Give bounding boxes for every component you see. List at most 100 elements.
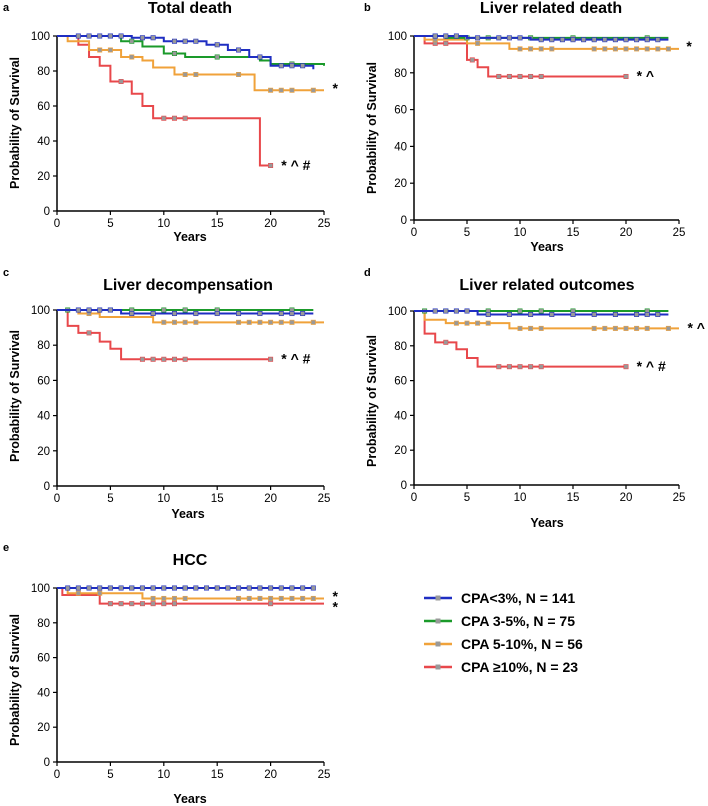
panel-c-y-tick-label: 80 bbox=[37, 340, 50, 352]
panel-a-censor-mark-cpa_lt3 bbox=[300, 63, 306, 69]
panel-d-y-tick-label: 60 bbox=[394, 376, 407, 388]
panel-b-censor-mark-cpa_5_10 bbox=[655, 46, 661, 52]
panel-d-censor-mark-cpa_5_10 bbox=[634, 325, 640, 331]
panel-e-y-tick-label: 60 bbox=[37, 653, 50, 665]
panel-b-censor-mark-cpa_lt3 bbox=[443, 33, 449, 39]
panel-b-censor-mark-cpa_5_10 bbox=[634, 46, 640, 52]
panel-d-censor-mark-cpa_5_10 bbox=[623, 325, 629, 331]
panel-e-censor-mark-cpa_5_10 bbox=[97, 590, 103, 596]
panel-d-censor-mark-cpa_5_10 bbox=[644, 325, 650, 331]
panel-e-y-tick-label: 20 bbox=[37, 722, 50, 734]
panel-a-curve-cpa_ge10 bbox=[57, 35, 271, 167]
legend-item-cpa-3-5: CPA 3-5%, N = 75 bbox=[424, 613, 575, 629]
panel-c-y-tick-label: 40 bbox=[37, 411, 50, 423]
panel-d-censor-mark-cpa_ge10 bbox=[623, 364, 629, 370]
panel-d-censor-mark-cpa_3_5 bbox=[538, 308, 544, 314]
panel-e-censor-mark-cpa_lt3 bbox=[118, 585, 124, 591]
panel-d-censor-mark-cpa_lt3 bbox=[644, 311, 650, 317]
panel-b-y-tick-label: 100 bbox=[388, 31, 407, 43]
panel-d-y-tick-label: 40 bbox=[394, 410, 407, 422]
panel-a-censor-mark-cpa_5_10 bbox=[278, 87, 284, 93]
panel-c-censor-mark-cpa_5_10 bbox=[310, 319, 316, 325]
panel-c-annotations: * ^ # bbox=[281, 351, 310, 367]
panel-a-x-tick-label: 5 bbox=[107, 218, 113, 230]
panel-d-censor-mark-cpa_lt3 bbox=[453, 308, 459, 314]
panel-d-x-tick-label: 25 bbox=[673, 492, 686, 504]
panel-e-x-tick-label: 15 bbox=[211, 769, 224, 781]
panel-c-x-axis-label: Years bbox=[171, 507, 204, 521]
panel-c-censor-mark-cpa_3_5 bbox=[182, 307, 188, 313]
panel-c-significance-label: * ^ # bbox=[281, 351, 310, 367]
panel-c-censor-mark-cpa_lt3 bbox=[289, 311, 295, 317]
legend-marker-cpa-5-10 bbox=[435, 641, 441, 647]
panel-b-curves bbox=[414, 33, 679, 79]
panel-a-censor-mark-cpa_lt3 bbox=[193, 38, 199, 44]
panel-e-censor-mark-cpa_lt3 bbox=[278, 585, 284, 591]
panel-c-censor-mark-cpa_lt3 bbox=[214, 311, 220, 317]
panel-b-title: Liver related death bbox=[480, 0, 622, 17]
panel-a-curve-cpa_5_10 bbox=[57, 35, 324, 92]
panel-b-x-tick-label: 25 bbox=[673, 227, 686, 239]
panel-a-x-tick-label: 10 bbox=[157, 218, 170, 230]
panel-d-censor-mark-cpa_lt3 bbox=[591, 311, 597, 317]
panel-e-x-tick-label: 10 bbox=[157, 769, 170, 781]
panel-b-axes: 0 5 10 15 20 25 0 20 40 60 80 100 bbox=[388, 31, 686, 239]
legend-item-cpa-ge10: CPA ≥10%, N = 23 bbox=[424, 659, 578, 675]
panel-c-censor-mark-cpa_ge10 bbox=[150, 356, 156, 362]
panel-e-censor-mark-cpa_lt3 bbox=[139, 585, 145, 591]
panel-e-curve-cpa_5_10 bbox=[57, 587, 324, 600]
legend-item-cpa-lt3: CPA<3%, N = 141 bbox=[424, 590, 575, 606]
panel-a-y-tick-label: 40 bbox=[37, 136, 50, 148]
panel-b-censor-mark-cpa_5_10 bbox=[665, 46, 671, 52]
panel-b-censor-mark-cpa_lt3 bbox=[581, 37, 587, 43]
panel-c-censor-mark-cpa_ge10 bbox=[86, 330, 92, 336]
panel-a-y-tick-label: 60 bbox=[37, 101, 50, 113]
panel-c-censor-mark-cpa_lt3 bbox=[107, 307, 113, 313]
panel-e-x-tick-label: 25 bbox=[318, 769, 331, 781]
panel-c-censor-mark-cpa_lt3 bbox=[86, 307, 92, 313]
panel-e-y-tick-label: 0 bbox=[44, 757, 50, 769]
panel-e-censor-mark-cpa_lt3 bbox=[161, 585, 167, 591]
panel-a-censor-mark-cpa_5_10 bbox=[310, 87, 316, 93]
panel-a-censor-mark-cpa_lt3 bbox=[107, 33, 113, 39]
panel-a-censor-mark-cpa_5_10 bbox=[268, 87, 274, 93]
panel-e-censor-mark-cpa_lt3 bbox=[182, 585, 188, 591]
panel-d-annotations: * ^ * ^ # bbox=[637, 320, 705, 374]
panel-d-title: Liver related outcomes bbox=[459, 277, 634, 294]
panel-d-censor-mark-cpa_5_10 bbox=[528, 325, 534, 331]
panel-b-censor-mark-cpa_ge10 bbox=[469, 57, 475, 63]
panel-e-significance-label: * bbox=[333, 598, 339, 614]
panel-c-curves bbox=[57, 307, 324, 362]
panel-a-censor-mark-cpa_5_10 bbox=[193, 72, 199, 78]
panel-a-censor-mark-cpa_lt3 bbox=[150, 35, 156, 41]
panel-c-x-tick-label: 20 bbox=[264, 493, 277, 505]
panel-c-censor-mark-cpa_3_5 bbox=[161, 307, 167, 313]
panel-a-censor-mark-cpa_lt3 bbox=[118, 33, 124, 39]
panel-c-censor-mark-cpa_lt3 bbox=[75, 307, 81, 313]
panel-b-censor-mark-cpa_5_10 bbox=[644, 46, 650, 52]
panel-e-censor-mark-cpa_5_10 bbox=[182, 595, 188, 601]
panel-e-y-tick-label: 80 bbox=[37, 618, 50, 630]
panel-e-x-axis-label: Years bbox=[173, 792, 206, 806]
panel-d-y-tick-label: 100 bbox=[388, 306, 407, 318]
panel-e-censor-mark-cpa_lt3 bbox=[65, 585, 71, 591]
panel-d-censor-mark-cpa_5_10 bbox=[475, 320, 481, 326]
panel-b-significance-label: * bbox=[686, 38, 692, 54]
panel-e-censor-mark-cpa_lt3 bbox=[97, 585, 103, 591]
panel-a-censor-mark-cpa_5_10 bbox=[107, 47, 113, 53]
panel-b-censor-mark-cpa_lt3 bbox=[538, 37, 544, 43]
panel-c-censor-mark-cpa_lt3 bbox=[193, 311, 199, 317]
panel-a-censor-mark-cpa_5_10 bbox=[236, 72, 242, 78]
panel-d-censor-mark-cpa_5_10 bbox=[464, 320, 470, 326]
panel-d-censor-mark-cpa_5_10 bbox=[602, 325, 608, 331]
panel-a-censor-mark-cpa_lt3 bbox=[86, 33, 92, 39]
panel-e-censor-mark-cpa_lt3 bbox=[75, 585, 81, 591]
panel-e-y-tick-label: 100 bbox=[31, 583, 50, 595]
panel-c-censor-mark-cpa_lt3 bbox=[171, 311, 177, 317]
panel-a-censor-mark-cpa_5_10 bbox=[289, 87, 295, 93]
panel-e-censor-mark-cpa_5_10 bbox=[310, 595, 316, 601]
panel-b-censor-mark-cpa_lt3 bbox=[506, 35, 512, 41]
panel-b-censor-mark-cpa_ge10 bbox=[538, 73, 544, 79]
panel-b-censor-mark-cpa_ge10 bbox=[443, 40, 449, 46]
